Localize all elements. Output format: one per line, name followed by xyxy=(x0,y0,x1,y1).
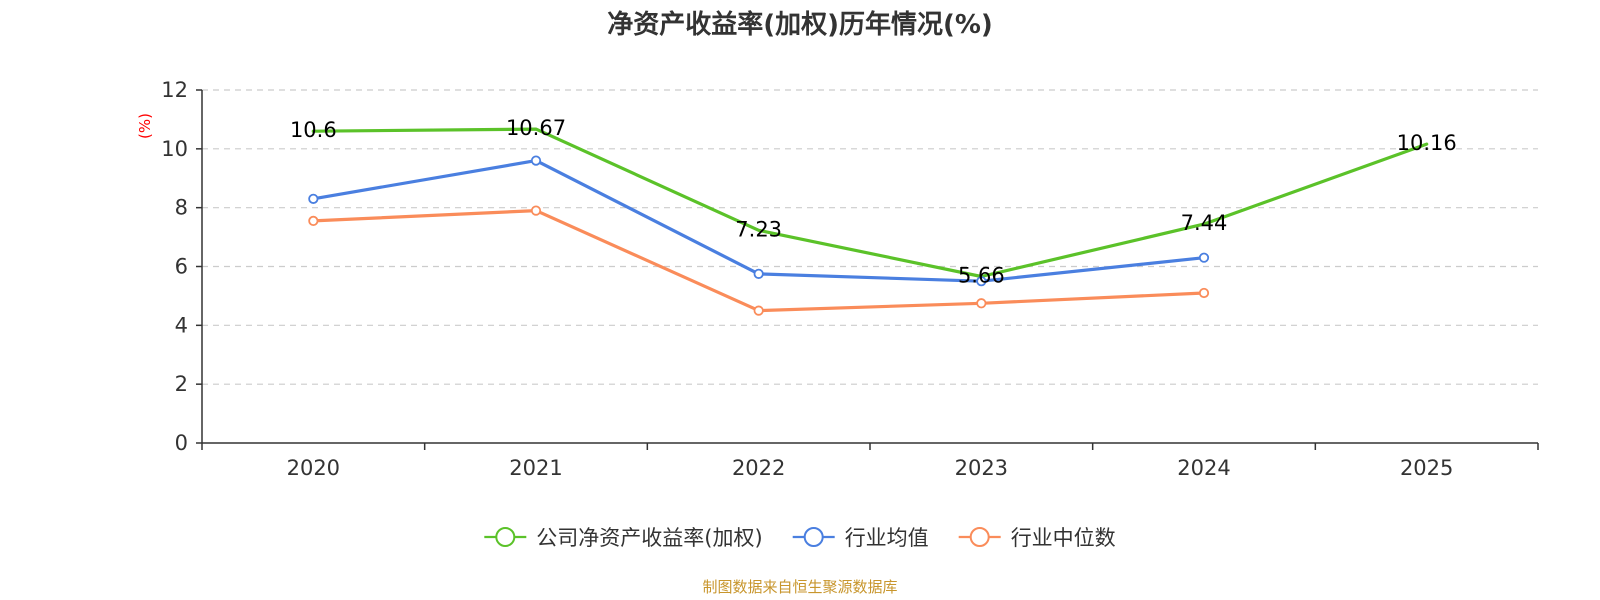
legend-marker-icon xyxy=(969,527,990,547)
x-tick-label: 2020 xyxy=(287,456,340,480)
series-2-point xyxy=(530,205,542,216)
source-note: 制图数据来自恒生聚源数据库 xyxy=(702,578,897,596)
series-1-point xyxy=(1198,252,1210,263)
series-1-point xyxy=(753,268,764,279)
series-2-point xyxy=(753,305,764,316)
legend-label: 行业中位数 xyxy=(1011,526,1116,550)
legend-marker-icon xyxy=(495,527,516,547)
legend-label: 行业均值 xyxy=(845,526,929,550)
series-2-point xyxy=(1198,287,1210,299)
y-tick-label: 8 xyxy=(175,196,188,220)
y-tick-label: 6 xyxy=(175,255,188,279)
legend-label: 公司净资产收益率(加权) xyxy=(536,526,762,550)
y-tick-label: 4 xyxy=(175,313,188,337)
data-label: 7.44 xyxy=(1181,211,1228,235)
series-1-point xyxy=(976,276,987,287)
legend-marker-icon xyxy=(803,527,824,547)
legend-item-1: 行业均值 xyxy=(792,526,929,550)
x-tick-label: 2023 xyxy=(955,456,1008,480)
data-label: 10.16 xyxy=(1397,131,1457,155)
series-line-0 xyxy=(311,127,1429,279)
series-1-point xyxy=(530,155,542,166)
legend-item-0: 公司净资产收益率(加权) xyxy=(484,526,763,550)
x-tick-label: 2022 xyxy=(732,456,785,480)
series-2-point xyxy=(976,298,987,309)
y-tick-label: 10 xyxy=(161,137,188,161)
y-tick-label: 12 xyxy=(161,78,188,102)
x-tick-label: 2024 xyxy=(1177,456,1230,480)
axes: 0 2 4 6 8 10 12 2020 2021 2022 2023 2024 2025 xyxy=(161,78,1539,480)
chart-title: 净资产收益率(加权)历年情况(%) xyxy=(607,9,993,40)
y-tick-label: 2 xyxy=(175,372,188,396)
series-lines xyxy=(311,127,1429,313)
legend: 公司净资产收益率(加权) 行业均值 行业中位数 xyxy=(484,526,1116,550)
x-tick-label: 2021 xyxy=(509,456,562,480)
y-tick-label: 0 xyxy=(175,431,188,455)
data-label: 10.67 xyxy=(506,116,566,140)
grid-lines xyxy=(202,89,1538,385)
y-axis-label: (%) xyxy=(136,113,154,139)
data-label: 7.23 xyxy=(735,217,782,241)
x-tick-label: 2025 xyxy=(1400,456,1453,480)
series-1-point xyxy=(308,193,319,204)
legend-item-2: 行业中位数 xyxy=(958,526,1116,550)
series-markers xyxy=(308,155,1210,316)
data-labels: 10.6 10.67 7.23 5.66 7.44 10.16 xyxy=(290,116,1457,287)
data-label: 5.66 xyxy=(958,264,1005,288)
data-label: 10.6 xyxy=(290,118,337,142)
series-2-point xyxy=(308,215,319,227)
